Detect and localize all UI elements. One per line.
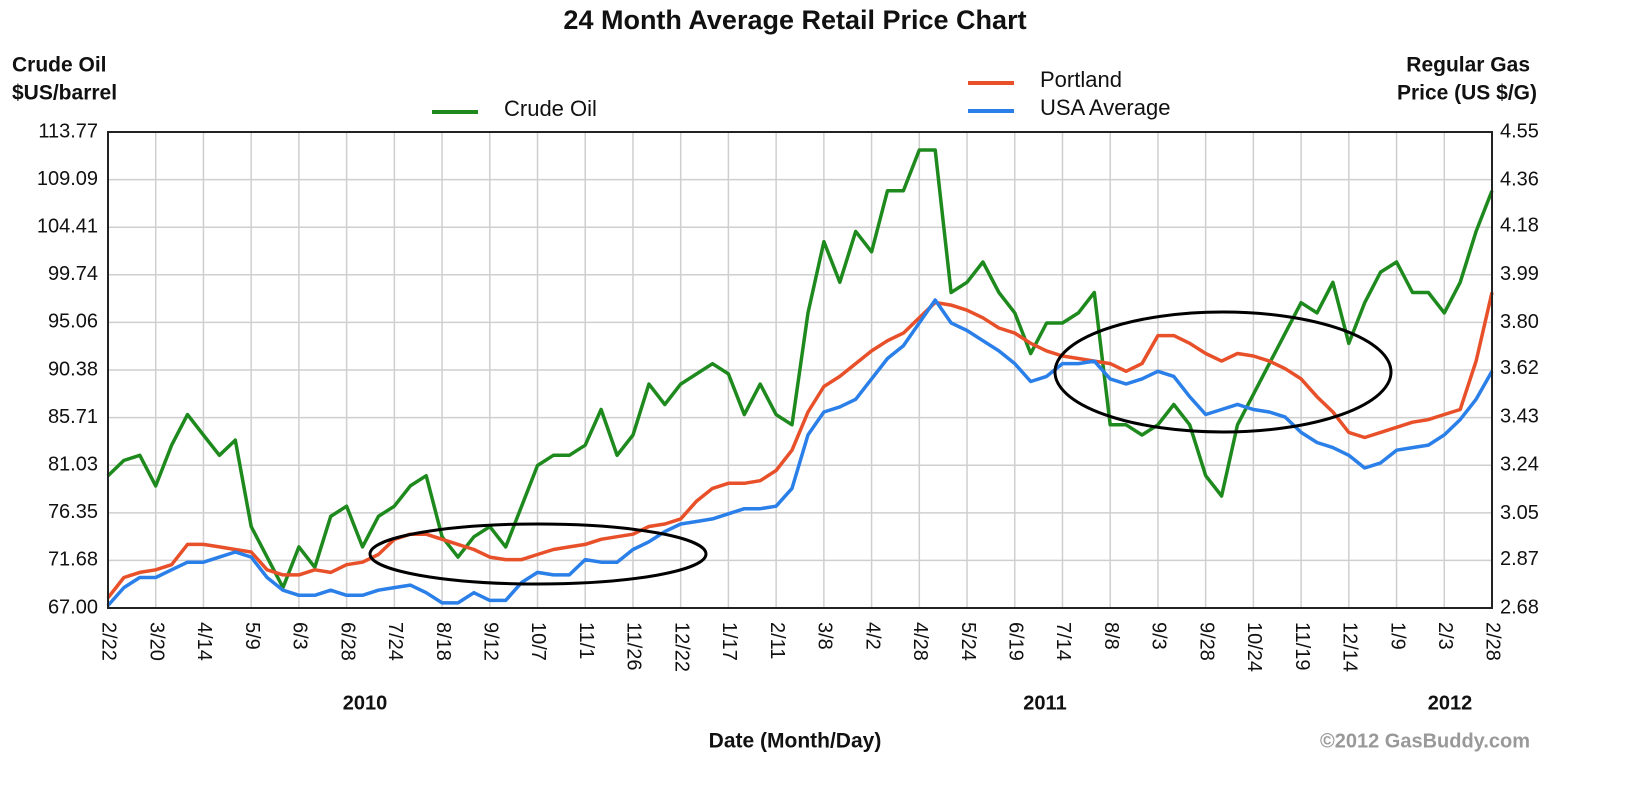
y-tick-label: 95.06 bbox=[48, 311, 98, 333]
x-tick-label: 8/8 bbox=[1100, 622, 1122, 650]
y-tick-label: 99.74 bbox=[48, 263, 98, 285]
x-tick-label: 6/28 bbox=[336, 622, 358, 661]
x-tick-label: 11/1 bbox=[575, 622, 597, 659]
x-tick-label: 8/18 bbox=[432, 622, 454, 661]
highlight-ellipse bbox=[1053, 310, 1393, 434]
x-tick-label: 2/28 bbox=[1482, 622, 1504, 661]
y-tick-label: 104.41 bbox=[37, 216, 98, 238]
year-label: 2010 bbox=[343, 692, 388, 714]
y2-axis-title: Regular Gas bbox=[1406, 54, 1530, 77]
x-tick-label: 4/28 bbox=[909, 622, 931, 661]
x-tick-label: 1/9 bbox=[1386, 622, 1408, 650]
x-tick-label: 3/8 bbox=[814, 622, 836, 650]
legend-label: Portland bbox=[1040, 67, 1122, 92]
y2-axis-title: Price (US $/G) bbox=[1397, 82, 1537, 105]
y2-tick-label: 4.18 bbox=[1500, 214, 1539, 236]
chart-title: 24 Month Average Retail Price Chart bbox=[563, 5, 1026, 35]
y2-tick-label: 3.80 bbox=[1500, 311, 1539, 333]
y2-tick-label: 3.99 bbox=[1500, 263, 1539, 285]
x-axis-title: Date (Month/Day) bbox=[709, 730, 882, 753]
y-axis-title: Crude Oil bbox=[12, 54, 107, 77]
x-tick-label: 5/24 bbox=[957, 622, 979, 661]
y-axis-title: $US/barrel bbox=[12, 82, 117, 105]
highlight-ellipse bbox=[368, 522, 708, 586]
x-tick-label: 2/22 bbox=[98, 622, 120, 661]
x-tick-label: 7/24 bbox=[384, 622, 406, 661]
plot-frame bbox=[107, 131, 1493, 609]
y-tick-label: 81.03 bbox=[48, 453, 98, 475]
x-tick-label: 12/14 bbox=[1339, 622, 1361, 672]
year-label: 2012 bbox=[1428, 692, 1473, 714]
data-line bbox=[106, 298, 1494, 607]
x-tick-label: 2/11 bbox=[766, 622, 788, 659]
x-tick-label: 2/3 bbox=[1434, 622, 1456, 650]
y-tick-label: 109.09 bbox=[37, 168, 98, 190]
lines bbox=[106, 148, 1494, 607]
y-tick-label: 90.38 bbox=[48, 358, 98, 380]
x-tick-label: 11/26 bbox=[623, 622, 645, 671]
x-tick-label: 4/14 bbox=[193, 622, 215, 661]
y-tick-label: 67.00 bbox=[48, 596, 98, 618]
y-tick-label: 76.35 bbox=[48, 501, 98, 523]
x-tick-label: 6/19 bbox=[1004, 622, 1026, 661]
legend-label: Crude Oil bbox=[504, 96, 597, 121]
y-tick-label: 85.71 bbox=[48, 406, 98, 428]
x-tick-label: 9/12 bbox=[480, 622, 502, 661]
y2-tick-label: 2.68 bbox=[1500, 596, 1539, 618]
y2-tick-label: 3.05 bbox=[1500, 502, 1539, 524]
y2-tick-label: 3.62 bbox=[1500, 357, 1539, 379]
y2-tick-label: 3.43 bbox=[1500, 405, 1539, 427]
y-tick-label: 71.68 bbox=[48, 549, 98, 571]
x-tick-label: 7/14 bbox=[1052, 622, 1074, 661]
x-tick-label: 1/17 bbox=[718, 622, 740, 661]
y-tick-label: 113.77 bbox=[38, 120, 98, 142]
y2-tick-label: 4.36 bbox=[1500, 169, 1539, 191]
legend-label: USA Average bbox=[1040, 95, 1170, 120]
x-tick-label: 12/22 bbox=[670, 622, 692, 672]
copyright: ©2012 GasBuddy.com bbox=[1320, 730, 1530, 752]
x-tick-label: 10/7 bbox=[527, 622, 549, 661]
x-tick-label: 10/24 bbox=[1243, 622, 1265, 672]
y2-tick-label: 3.24 bbox=[1500, 454, 1539, 476]
y2-tick-label: 2.87 bbox=[1500, 548, 1539, 570]
data-line bbox=[106, 292, 1494, 599]
y2-tick-label: 4.55 bbox=[1500, 120, 1539, 142]
year-label: 2011 bbox=[1023, 692, 1066, 714]
x-tick-label: 3/20 bbox=[145, 622, 167, 661]
x-tick-label: 5/9 bbox=[241, 622, 263, 650]
x-tick-label: 6/3 bbox=[289, 622, 311, 650]
x-tick-label: 11/19 bbox=[1291, 622, 1313, 671]
x-tick-label: 9/28 bbox=[1195, 622, 1217, 661]
data-line bbox=[106, 148, 1494, 590]
x-tick-label: 4/2 bbox=[861, 622, 883, 650]
x-tick-label: 9/3 bbox=[1148, 622, 1170, 650]
